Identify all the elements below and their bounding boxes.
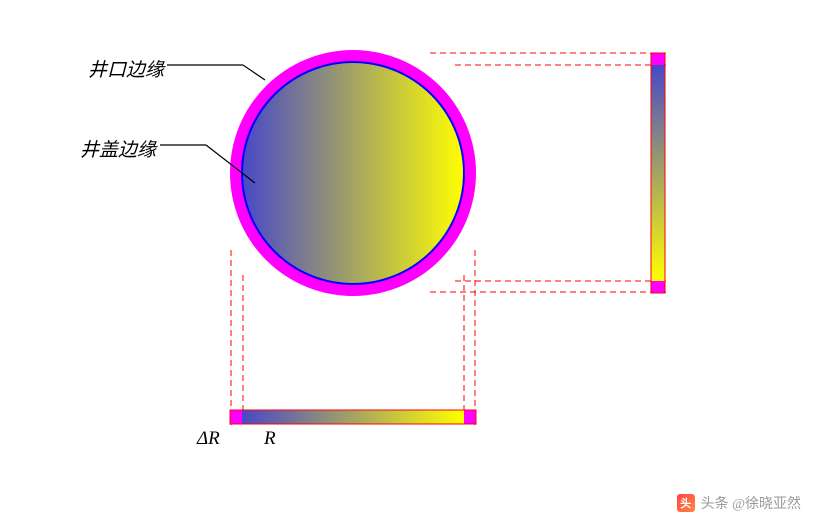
front-cap-left [230,410,242,424]
label-delta-r: ΔR [197,428,220,450]
front-body [242,410,464,424]
side-cap-bottom [651,281,665,293]
well-cover-disc [242,62,464,284]
side-cap-top [651,53,665,65]
side-body [651,65,665,281]
leader-line-outer-edge [167,65,265,80]
manhole-top-view [230,50,476,296]
toutiao-icon: 头 [677,494,695,512]
front-cap-right [464,410,476,424]
label-well-opening-edge: 井口边缘 [88,55,164,82]
watermark: 头 头条 @徐晓亚然 [677,493,801,513]
manhole-front-view [230,410,476,424]
label-r: R [264,428,276,450]
label-well-cover-edge: 井盖边缘 [80,135,156,162]
watermark-text: 头条 @徐晓亚然 [701,493,801,513]
manhole-side-view [651,53,665,293]
